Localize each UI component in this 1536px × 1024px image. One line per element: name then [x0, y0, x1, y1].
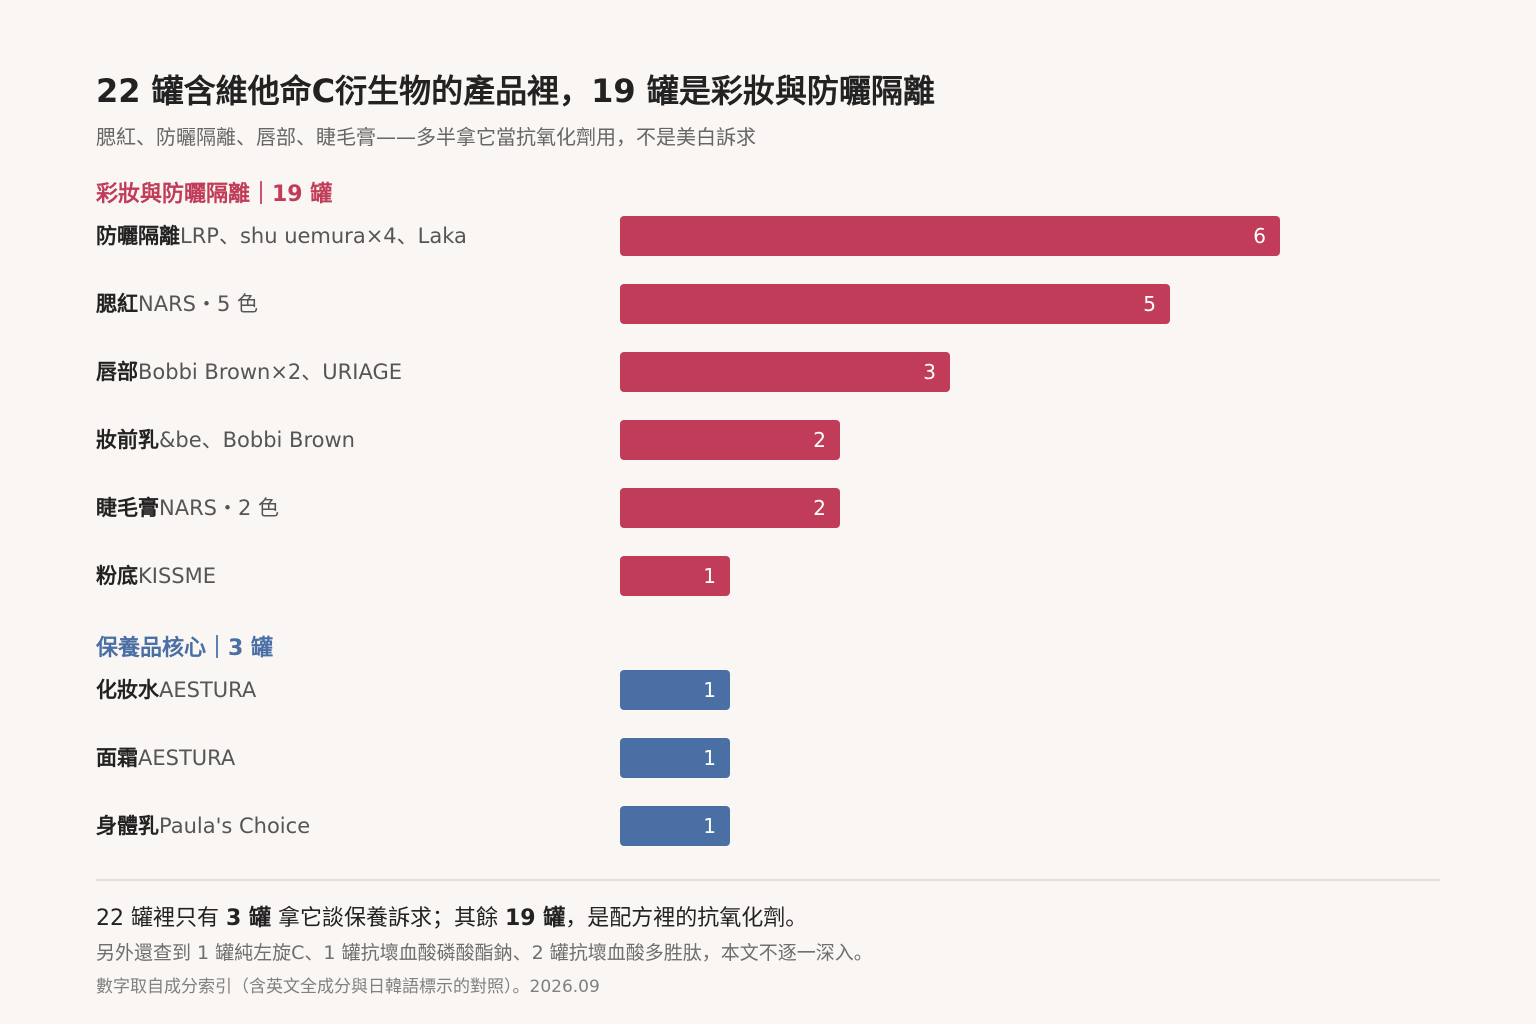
bar: 5	[620, 284, 1170, 324]
brand-names: NARS・2 色	[159, 496, 280, 520]
summary-pre: 22 罐裡只有	[96, 906, 226, 931]
summary-post: ，是配方裡的抗氧化劑。	[565, 906, 808, 931]
brand-names: KISSME	[138, 564, 217, 588]
bar-label: 面霜AESTURA	[96, 744, 235, 772]
chart-title: 22 罐含維他命C衍生物的產品裡，19 罐是彩妝與防曬隔離	[96, 72, 935, 110]
divider	[96, 879, 1440, 881]
bar-value-label: 2	[813, 428, 826, 452]
chart-subtitle: 腮紅、防曬隔離、唇部、睫毛膏——多半拿它當抗氧化劑用，不是美白訴求	[96, 125, 756, 149]
brand-names: LRP、shu uemura×4、Laka	[180, 224, 467, 248]
bar: 6	[620, 216, 1280, 256]
brand-names: Bobbi Brown×2、URIAGE	[138, 360, 402, 384]
bar-label: 睫毛膏NARS・2 色	[96, 494, 279, 522]
bar-value-label: 6	[1253, 224, 1266, 248]
bar: 1	[620, 556, 730, 596]
bar-label: 身體乳Paula's Choice	[96, 812, 310, 840]
bar: 1	[620, 670, 730, 710]
category-name: 粉底	[96, 564, 138, 588]
category-name: 防曬隔離	[96, 224, 180, 248]
summary-bold-skincare: 3 罐	[225, 906, 271, 931]
bar-value-label: 3	[923, 360, 936, 384]
brand-names: Paula's Choice	[159, 814, 311, 838]
summary-text: 22 罐裡只有 3 罐 拿它談保養訴求；其餘 19 罐，是配方裡的抗氧化劑。	[96, 900, 807, 932]
brand-names: AESTURA	[159, 678, 257, 702]
category-name: 身體乳	[96, 814, 159, 838]
bar: 2	[620, 488, 840, 528]
group-heading-1: 保養品核心｜3 罐	[96, 636, 273, 661]
bar: 2	[620, 420, 840, 460]
category-name: 腮紅	[96, 292, 138, 316]
bar-label: 化妝水AESTURA	[96, 676, 256, 704]
bar-label: 粉底KISSME	[96, 562, 216, 590]
brand-names: AESTURA	[138, 746, 236, 770]
bar: 1	[620, 806, 730, 846]
group-heading-0: 彩妝與防曬隔離｜19 罐	[96, 182, 333, 207]
category-name: 化妝水	[96, 678, 159, 702]
category-name: 睫毛膏	[96, 496, 159, 520]
source-note: 數字取自成分索引（含英文全成分與日韓語標示的對照）。2026.09	[96, 977, 600, 997]
summary-mid: 拿它談保養訴求；其餘	[270, 906, 505, 931]
summary-bold-makeup: 19 罐	[504, 906, 566, 931]
bar-label: 腮紅NARS・5 色	[96, 290, 258, 318]
category-name: 妝前乳	[96, 428, 159, 452]
bar-value-label: 1	[703, 814, 716, 838]
brand-names: NARS・5 色	[138, 292, 259, 316]
bar-value-label: 1	[703, 678, 716, 702]
category-name: 面霜	[96, 746, 138, 770]
bar-value-label: 2	[813, 496, 826, 520]
bar-label: 防曬隔離LRP、shu uemura×4、Laka	[96, 222, 467, 250]
bar: 3	[620, 352, 950, 392]
bar: 1	[620, 738, 730, 778]
bar-value-label: 1	[703, 564, 716, 588]
bar-label: 妝前乳&be、Bobbi Brown	[96, 426, 355, 454]
brand-names: &be、Bobbi Brown	[159, 428, 355, 452]
bar-value-label: 1	[703, 746, 716, 770]
footnote: 另外還查到 1 罐純左旋C、1 罐抗壞血酸磷酸酯鈉、2 罐抗壞血酸多胜肽，本文不…	[96, 942, 873, 964]
bar-value-label: 5	[1143, 292, 1156, 316]
category-name: 唇部	[96, 360, 138, 384]
bar-label: 唇部Bobbi Brown×2、URIAGE	[96, 358, 402, 386]
